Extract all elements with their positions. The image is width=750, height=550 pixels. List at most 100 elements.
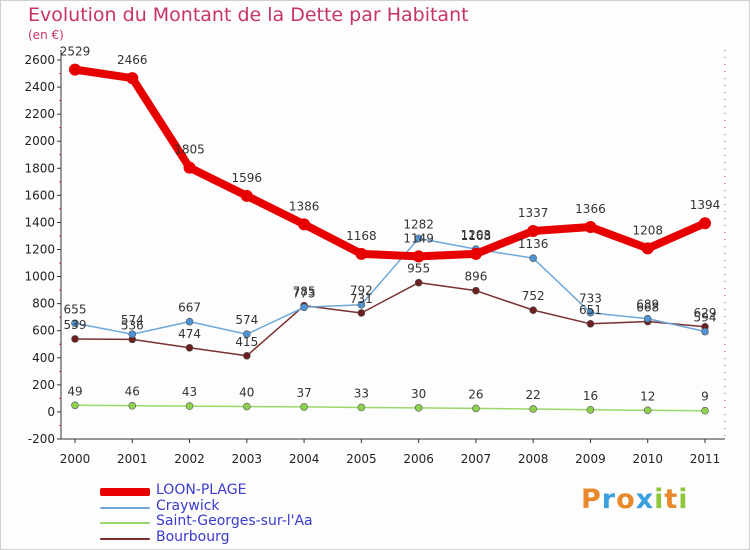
data-point [584, 221, 597, 234]
data-label: 30 [411, 387, 426, 401]
data-label: 26 [468, 387, 483, 401]
x-tick-label: 2004 [289, 452, 320, 466]
x-tick-label: 2003 [232, 452, 263, 466]
axes: -200 0 200 400 600 800 1000 1200 1400 1600 1800 200… [24, 50, 726, 466]
data-label: 1386 [289, 199, 320, 213]
y-tick-label: 2600 [24, 53, 55, 67]
data-point [701, 406, 709, 415]
series-line-1 [74, 237, 706, 335]
data-point [183, 161, 196, 174]
legend-label: Bourbourg [156, 528, 230, 545]
y-tick-label: 600 [32, 324, 55, 338]
data-label: 731 [350, 292, 373, 306]
data-label: 689 [636, 298, 659, 312]
data-point [185, 343, 194, 352]
legend-label: Saint-Georges-sur-l'Aa [156, 513, 313, 529]
data-label: 1149 [403, 231, 434, 245]
data-label: 955 [407, 262, 430, 276]
data-point [243, 402, 251, 411]
data-point [699, 217, 711, 230]
data-point [529, 405, 537, 413]
logo-letter: r [601, 484, 617, 515]
series-lines [69, 63, 711, 415]
logo-letter: t [664, 484, 679, 515]
y-tick-label: 0 [47, 405, 55, 419]
data-label: 574 [121, 313, 144, 327]
data-label: 1208 [632, 223, 663, 237]
series-line-0 [71, 65, 709, 261]
legend-swatch [100, 488, 150, 496]
data-point [527, 224, 540, 237]
data-point [414, 278, 423, 287]
data-point [472, 404, 480, 413]
data-label: 792 [350, 284, 373, 298]
data-point [586, 308, 595, 317]
logo-letter: o [616, 484, 636, 515]
y-tick-label: 1200 [24, 243, 55, 257]
logo-letter: i [678, 484, 689, 515]
data-label: 752 [522, 289, 545, 303]
data-label: 1805 [174, 143, 205, 157]
data-point [128, 330, 137, 339]
data-label: 785 [293, 285, 316, 299]
x-tick-label: 2001 [117, 452, 148, 466]
data-point [529, 306, 537, 314]
data-label: 2466 [117, 53, 148, 67]
data-point [357, 403, 366, 412]
data-label: 1337 [518, 206, 549, 220]
data-label: 651 [579, 303, 602, 317]
data-label: 1596 [232, 171, 263, 185]
data-label: 16 [583, 389, 598, 403]
chart-title: Evolution du Montant de la Dette par Hab… [28, 4, 469, 26]
series-line-2 [74, 404, 706, 412]
data-label: 33 [354, 386, 369, 400]
data-point [300, 303, 308, 312]
data-point [126, 72, 139, 85]
y-tick-label: 1400 [24, 215, 55, 229]
x-tick-label: 2009 [575, 452, 606, 466]
x-tick-label: 2002 [174, 452, 205, 466]
data-point [414, 234, 423, 243]
data-point [643, 406, 652, 415]
data-label: 40 [239, 386, 254, 400]
legend-label: LOON-PLAGE [156, 482, 247, 498]
data-label: 773 [293, 286, 316, 300]
data-point [185, 317, 194, 326]
data-point [355, 247, 368, 260]
data-point [586, 320, 595, 328]
x-tick-label: 2010 [632, 452, 663, 466]
data-point [71, 319, 79, 328]
y-tick-label: 2400 [24, 80, 55, 94]
data-label: 668 [636, 301, 659, 315]
x-tick-label: 2008 [518, 452, 549, 466]
data-point [128, 401, 137, 410]
data-label: 1168 [461, 229, 492, 243]
data-label: 667 [178, 301, 201, 315]
y-tick-label: -200 [28, 432, 55, 446]
data-point [641, 242, 654, 255]
data-label: 1282 [403, 217, 434, 231]
y-tick-label: 1800 [24, 161, 55, 175]
data-label: 655 [64, 302, 87, 316]
data-point [243, 351, 251, 360]
data-label: 574 [235, 313, 258, 327]
data-label: 474 [178, 327, 201, 341]
legend-swatch [100, 506, 150, 509]
data-point [469, 247, 482, 260]
data-point [69, 63, 81, 76]
x-tick-label: 2007 [461, 452, 492, 466]
data-label: 2529 [60, 45, 91, 59]
data-labels: 49 46 43 40 37 33 30 26 22 16 12 9 539 536 474 415 785 73… [60, 45, 721, 404]
chart-unit-label: (en €) [28, 28, 64, 42]
data-label: 1366 [575, 202, 606, 216]
legend-swatch [100, 537, 150, 540]
data-point [300, 403, 308, 411]
data-label: 9 [701, 390, 709, 404]
data-label: 1394 [690, 198, 721, 212]
logo-letter: x [635, 484, 655, 515]
data-label: 1136 [518, 237, 549, 251]
data-label: 536 [121, 318, 144, 332]
data-point [185, 402, 194, 410]
